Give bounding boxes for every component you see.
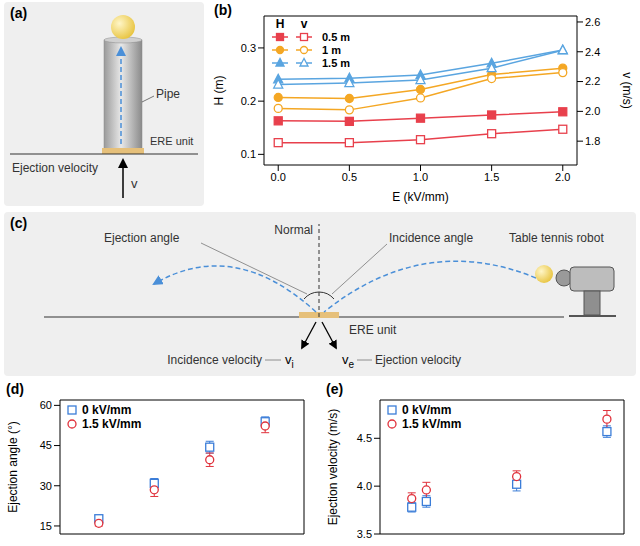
svg-text:1.5 m: 1.5 m [322,57,350,69]
svg-text:45: 45 [40,439,52,451]
svg-text:Pipe: Pipe [156,87,180,101]
svg-text:v: v [301,17,308,31]
svg-text:1.5 kV/mm: 1.5 kV/mm [402,417,461,431]
svg-text:15: 15 [40,520,52,532]
svg-text:ERE unit: ERE unit [349,323,397,337]
svg-text:H (m): H (m) [212,76,226,106]
svg-text:ERE unit: ERE unit [150,135,193,147]
svg-text:1.5 kV/mm: 1.5 kV/mm [82,417,141,431]
svg-text:0.2: 0.2 [241,95,256,107]
svg-text:Ejection angle (°): Ejection angle (°) [6,421,20,513]
svg-text:2.0: 2.0 [555,171,570,183]
svg-text:Normal: Normal [274,223,313,237]
svg-text:vi: vi [285,352,294,370]
svg-text:(c): (c) [10,215,27,231]
svg-text:(d): (d) [6,381,24,397]
svg-text:Ejection velocity (m/s): Ejection velocity (m/s) [326,409,340,526]
svg-text:2.0: 2.0 [585,105,600,117]
svg-text:0 kV/mm: 0 kV/mm [82,403,131,417]
svg-text:2.4: 2.4 [585,46,600,58]
svg-text:1 m: 1 m [322,44,341,56]
svg-text:(a): (a) [10,5,27,21]
svg-text:(b): (b) [214,2,232,18]
svg-text:0.1: 0.1 [241,148,256,160]
svg-text:ve: ve [342,352,355,370]
svg-text:Ejection velocity: Ejection velocity [12,161,98,175]
svg-text:0.3: 0.3 [241,42,256,54]
svg-text:30: 30 [40,480,52,492]
svg-text:0 kV/mm: 0 kV/mm [402,403,451,417]
svg-text:3.5: 3.5 [357,528,372,540]
svg-text:0.0: 0.0 [271,171,286,183]
svg-text:E (kV/mm): E (kV/mm) [392,190,449,204]
svg-text:Table tennis robot: Table tennis robot [509,231,604,245]
svg-text:0.5 m: 0.5 m [322,31,350,43]
svg-text:4.0: 4.0 [357,480,372,492]
svg-text:1.5: 1.5 [484,171,499,183]
svg-text:2.6: 2.6 [585,16,600,28]
svg-text:Incidence angle: Incidence angle [389,231,473,245]
svg-text:Incidence velocity: Incidence velocity [167,353,262,367]
svg-text:v: v [131,176,138,191]
svg-text:v (m/s): v (m/s) [620,72,634,109]
svg-text:H: H [276,17,285,31]
svg-text:(e): (e) [326,381,343,397]
svg-text:0.5: 0.5 [342,171,357,183]
svg-text:1.8: 1.8 [585,135,600,147]
svg-text:60: 60 [40,399,52,411]
svg-text:Ejection angle: Ejection angle [104,231,180,245]
svg-text:1.0: 1.0 [413,171,428,183]
svg-text:2.2: 2.2 [585,75,600,87]
svg-text:4.5: 4.5 [357,432,372,444]
svg-text:Ejection velocity: Ejection velocity [375,353,461,367]
